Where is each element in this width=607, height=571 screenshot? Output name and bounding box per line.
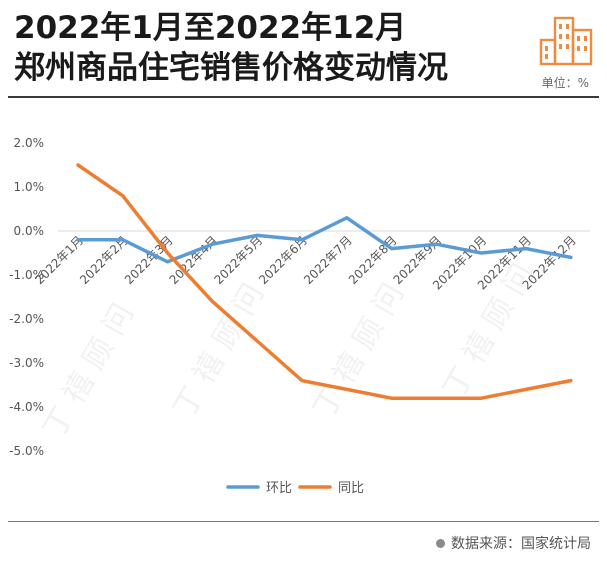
svg-text:丁 禧 顾 问: 丁 禧 顾 问 — [37, 298, 142, 444]
unit-label: 单位：% — [541, 76, 589, 90]
chart-title: 2022年1月至2022年12月 郑州商品住宅销售价格变动情况 — [14, 8, 514, 88]
title-line-2: 郑州商品住宅销售价格变动情况 — [14, 50, 448, 86]
y-tick-label: -2.0% — [9, 312, 44, 326]
y-tick-label: 1.0% — [14, 180, 45, 194]
header-divider — [8, 96, 599, 98]
y-tick-label: 2.0% — [14, 136, 45, 150]
svg-text:丁 禧 顾 问: 丁 禧 顾 问 — [167, 278, 272, 424]
y-tick-label: -4.0% — [9, 400, 44, 414]
source-note: 数据来源：国家统计局 — [436, 533, 591, 553]
series-lines — [76, 163, 573, 400]
y-tick-label: -5.0% — [9, 444, 44, 458]
watermark: 丁 禧 顾 问 丁 禧 顾 问 丁 禧 顾 问 丁 禧 顾 问 — [37, 258, 542, 444]
y-tick-label: -1.0% — [9, 268, 44, 282]
footer-divider — [8, 521, 599, 522]
legend: 环比 同比 — [226, 481, 364, 496]
series-line-yoy — [76, 163, 573, 400]
y-axis: 2.0% 1.0% 0.0% -1.0% -2.0% -3.0% -4.0% -5.0% — [9, 136, 44, 458]
series-line-mom — [76, 216, 573, 264]
bullet-dot — [436, 538, 445, 548]
buildings-icon — [539, 16, 593, 66]
legend-label: 环比 — [266, 481, 292, 496]
y-tick-label: -3.0% — [9, 356, 44, 370]
legend-label: 同比 — [338, 481, 364, 496]
source-text: 数据来源：国家统计局 — [451, 536, 591, 552]
svg-text:丁 禧 顾 问: 丁 禧 顾 问 — [307, 278, 412, 424]
y-tick-label: 0.0% — [14, 224, 45, 238]
title-line-1: 2022年1月至2022年12月 — [14, 10, 407, 46]
